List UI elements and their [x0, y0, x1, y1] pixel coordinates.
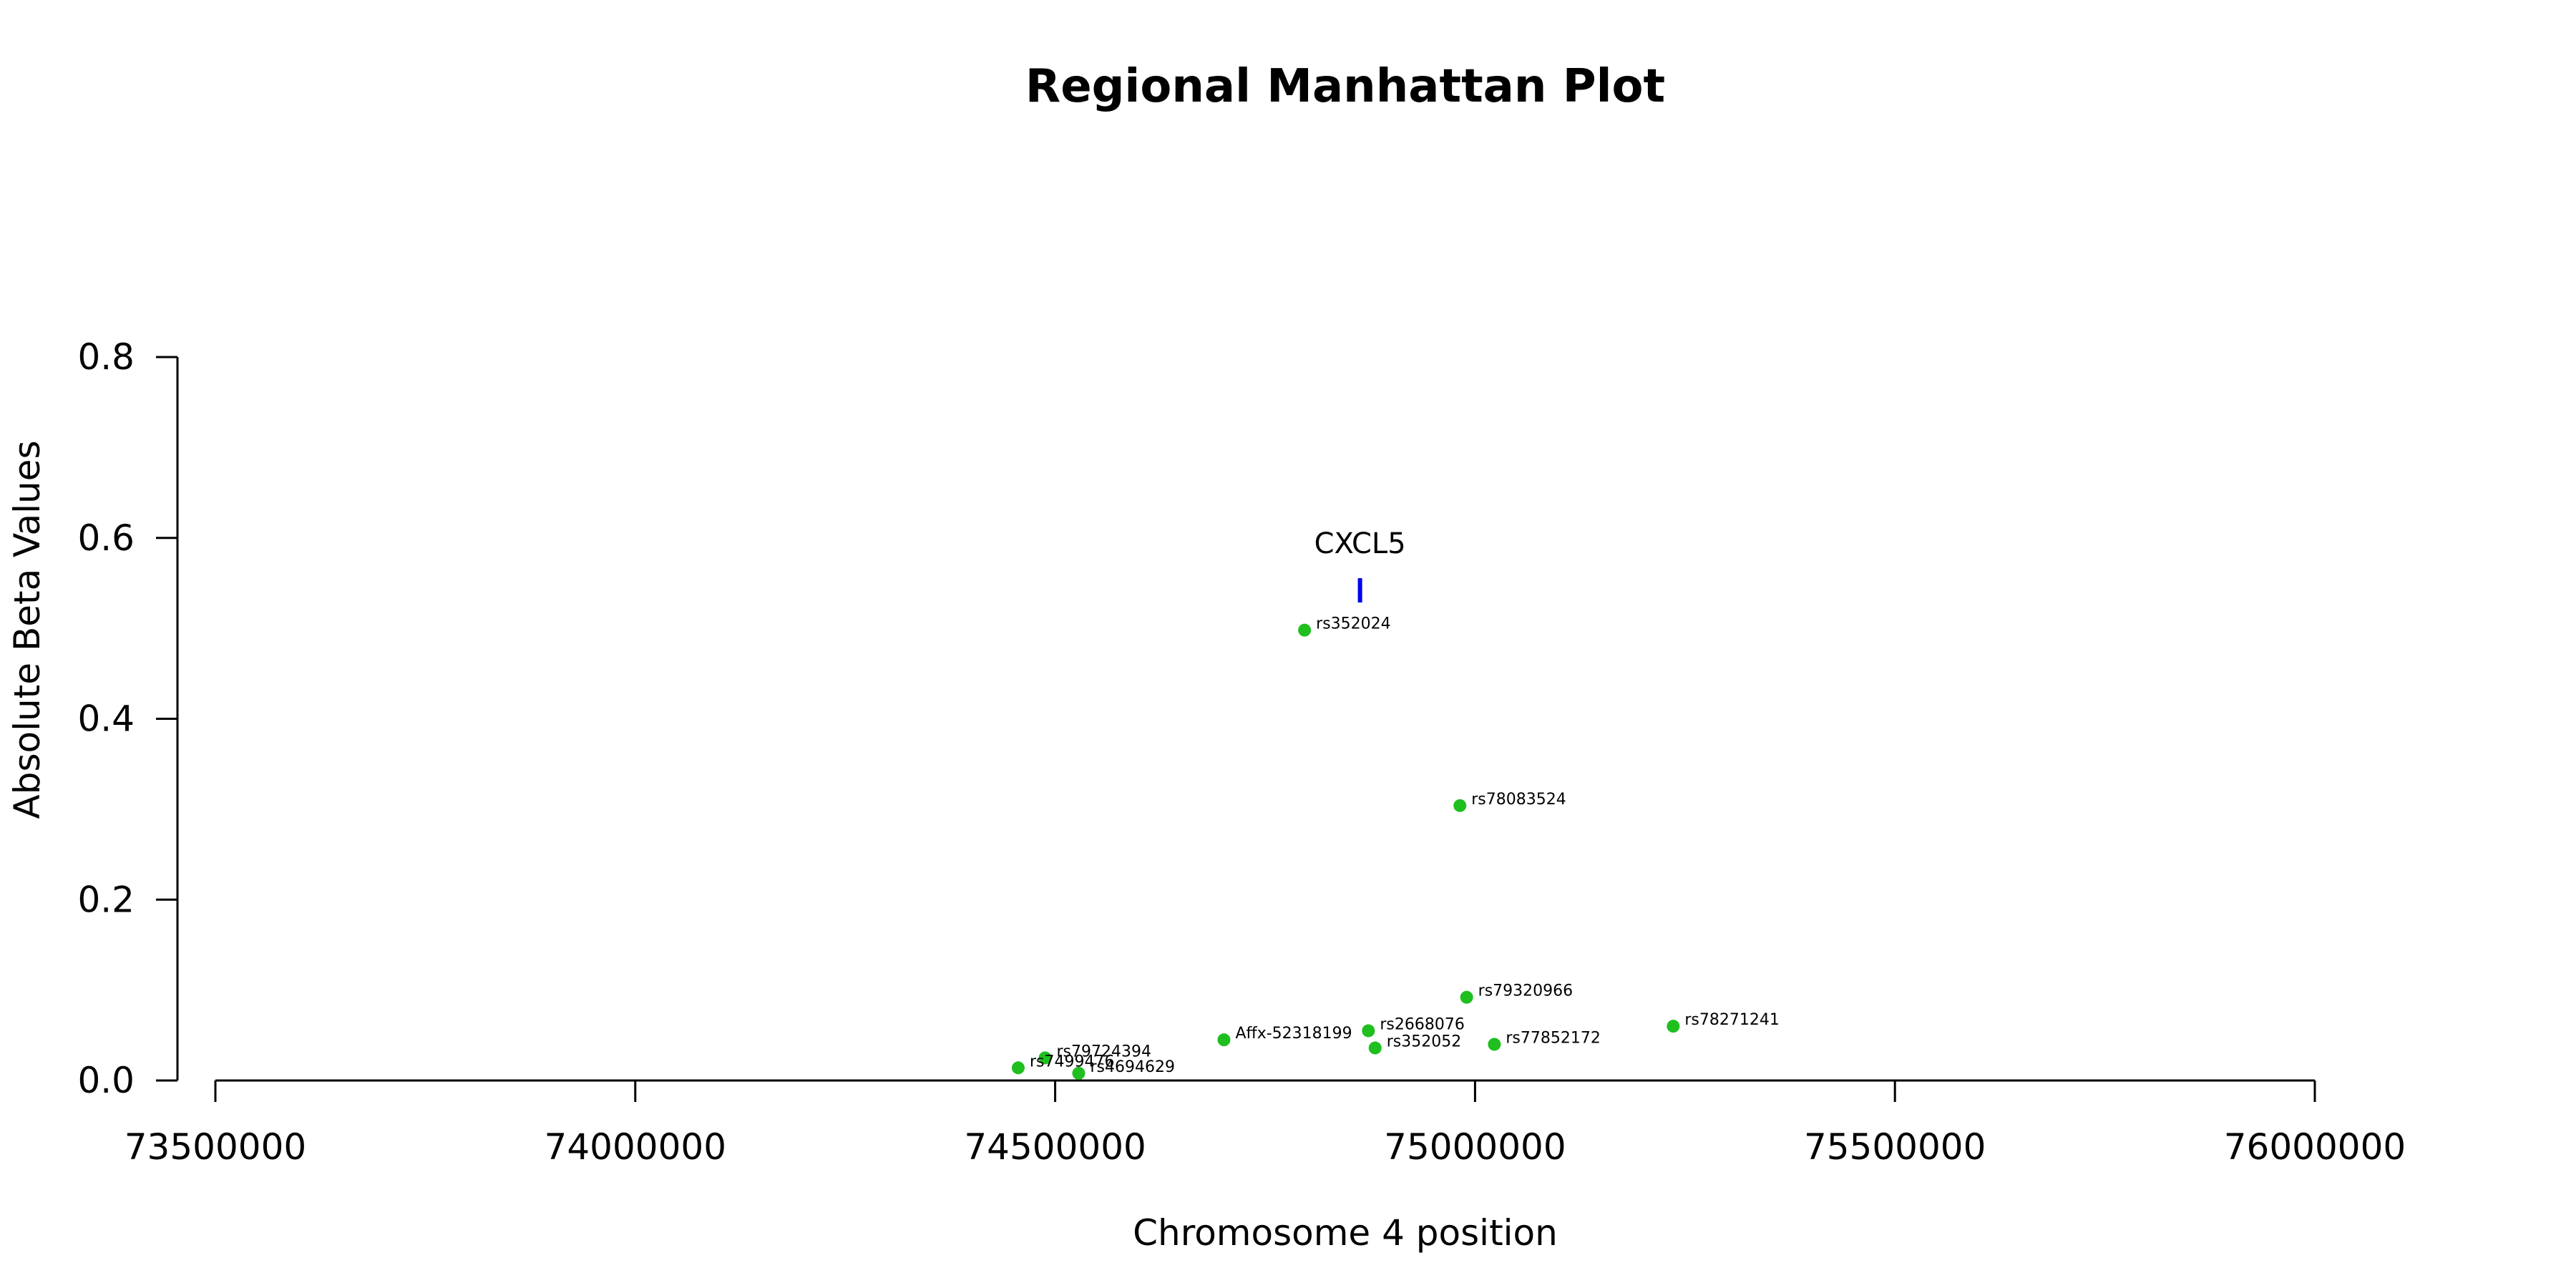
x-tick-label: 73500000	[125, 1126, 307, 1168]
y-tick-label: 0.8	[77, 336, 135, 378]
snp-point	[1368, 1041, 1382, 1055]
snp-point	[1362, 1024, 1375, 1038]
x-axis-label: Chromosome 4 position	[1133, 1212, 1558, 1254]
gene-label: CXCL5	[1314, 527, 1406, 560]
snp-point	[1217, 1033, 1231, 1047]
snp-label: rs2668076	[1380, 1015, 1465, 1033]
snp-point	[1072, 1066, 1085, 1080]
y-axis: 0.0 0.2 0.4 0.6 0.8	[77, 336, 179, 1101]
snp-label: rs77852172	[1506, 1029, 1600, 1047]
gene-markers: CXCL5	[1314, 527, 1406, 603]
y-tick-label: 0.6	[77, 517, 135, 559]
x-tick-label: 74000000	[545, 1126, 727, 1168]
snp-label: rs7499476	[1030, 1053, 1115, 1070]
snp-point	[1460, 990, 1473, 1004]
snp-labels: rs352024 rs78083524 rs79320966 rs78271241 rs…	[1030, 615, 1780, 1076]
snp-label: rs79320966	[1478, 982, 1573, 1000]
snp-label: rs79724394	[1057, 1043, 1151, 1060]
x-tick-label: 76000000	[2224, 1126, 2406, 1168]
y-tick-label: 0.2	[77, 879, 135, 920]
y-tick-label: 0.0	[77, 1060, 135, 1101]
snp-point	[1038, 1051, 1052, 1065]
snp-point	[1453, 799, 1467, 812]
snp-label: rs4694629	[1090, 1058, 1175, 1076]
snp-point	[1011, 1061, 1025, 1075]
snp-label: rs78083524	[1471, 791, 1566, 809]
y-axis-label: Absolute Beta Values	[6, 441, 48, 819]
snp-label: Affx-52318199	[1235, 1025, 1352, 1043]
snp-label: rs352052	[1387, 1033, 1462, 1051]
snp-label: rs352024	[1316, 615, 1391, 633]
x-tick-label: 75000000	[1384, 1126, 1566, 1168]
x-tick-label: 74500000	[964, 1126, 1146, 1168]
snp-point	[1298, 623, 1312, 637]
snp-points	[1011, 623, 1680, 1080]
chart-title: Regional Manhattan Plot	[1025, 60, 1665, 113]
y-tick-label: 0.4	[77, 698, 135, 740]
snp-label: rs78271241	[1684, 1011, 1779, 1029]
snp-point	[1488, 1038, 1501, 1051]
snp-point	[1667, 1020, 1680, 1033]
x-tick-label: 75500000	[1804, 1126, 1986, 1168]
x-axis: 73500000 74000000 74500000 75000000 75500000…	[125, 1079, 2406, 1168]
